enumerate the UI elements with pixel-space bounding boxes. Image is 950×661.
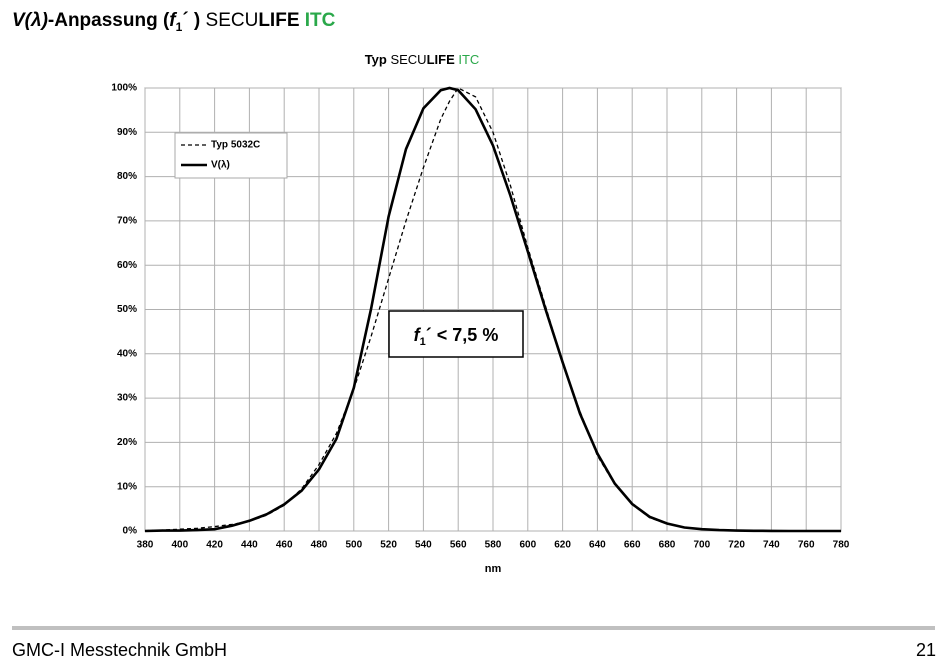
- data-line: [144, 86, 841, 533]
- y-tick-label: 100%: [111, 83, 137, 94]
- y-tick-label: 30%: [117, 393, 137, 404]
- chart: Typ SECULIFE ITC nm 0% 10% 20% 30% 40% 50% 60%…: [111, 52, 850, 575]
- x-tick-label: 380: [137, 540, 154, 551]
- x-tick-label: 440: [241, 540, 258, 551]
- x-tick-label: 760: [798, 540, 815, 551]
- chart-title-part: LIFE: [427, 52, 455, 67]
- legend-box: [174, 132, 288, 179]
- annotation-part: 1: [420, 336, 426, 348]
- y-tick-label: 60%: [117, 260, 137, 271]
- title-part: 1: [175, 19, 183, 34]
- x-tick-label: 400: [171, 540, 188, 551]
- x-tick-label: 460: [276, 540, 293, 551]
- y-tick-label: 70%: [117, 216, 137, 227]
- x-tick-label: 580: [485, 540, 502, 551]
- title-part: LIFE: [258, 10, 300, 31]
- annotation: f1´ < 7,5 %: [414, 325, 499, 348]
- x-tick-label: 540: [415, 540, 432, 551]
- title-part: f: [169, 10, 176, 31]
- x-tick-label: 520: [380, 540, 397, 551]
- x-axis-label: nm: [485, 563, 502, 575]
- footer-company: GMC-I Messtechnik GmbH: [12, 640, 228, 660]
- x-tick-label: 640: [589, 540, 606, 551]
- slide-title: V(λ)-Anpassung (f1´ ) SECULIFE ITC: [12, 10, 335, 34]
- chart-title: Typ SECULIFE ITC: [365, 52, 480, 67]
- x-tick-label: 660: [624, 540, 641, 551]
- chart-title-part: SECU: [390, 52, 426, 67]
- y-tick-label: 40%: [117, 348, 137, 359]
- x-tick-label: 740: [763, 540, 780, 551]
- y-tick-label: 80%: [117, 171, 137, 182]
- y-tick-label: 0%: [123, 526, 138, 537]
- x-tick-label: 480: [311, 540, 328, 551]
- title-part: ITC: [299, 10, 336, 31]
- x-tick-label: 780: [833, 540, 850, 551]
- annotation-box: [388, 310, 524, 358]
- x-tick-label: 700: [693, 540, 710, 551]
- x-tick-label: 560: [450, 540, 467, 551]
- page-number: 21: [915, 640, 936, 660]
- title-part: ´ ): [182, 10, 206, 31]
- y-tick-label: 20%: [117, 437, 137, 448]
- legend-label: Typ 5032C: [211, 140, 260, 151]
- x-tick-label: 600: [519, 540, 536, 551]
- chart-title-part: ITC: [455, 52, 480, 67]
- footer-rule: [12, 626, 935, 630]
- legend-label: V(λ): [211, 160, 230, 171]
- x-tick-label: 720: [728, 540, 745, 551]
- x-tick-label: 420: [206, 540, 223, 551]
- x-tick-label: 500: [345, 540, 362, 551]
- chart-title-part: Typ: [365, 52, 391, 67]
- title-part: SECU: [205, 10, 259, 31]
- title-part: V(λ): [12, 10, 48, 31]
- x-tick-label: 620: [554, 540, 571, 551]
- y-tick-label: 90%: [117, 127, 137, 138]
- annotation-part: ´ < 7,5 %: [426, 325, 499, 345]
- x-tick-label: 680: [659, 540, 676, 551]
- title-part: -Anpassung (: [47, 10, 170, 31]
- y-tick-label: 50%: [117, 304, 137, 315]
- y-tick-label: 10%: [117, 481, 137, 492]
- annotation-part: f: [414, 325, 422, 345]
